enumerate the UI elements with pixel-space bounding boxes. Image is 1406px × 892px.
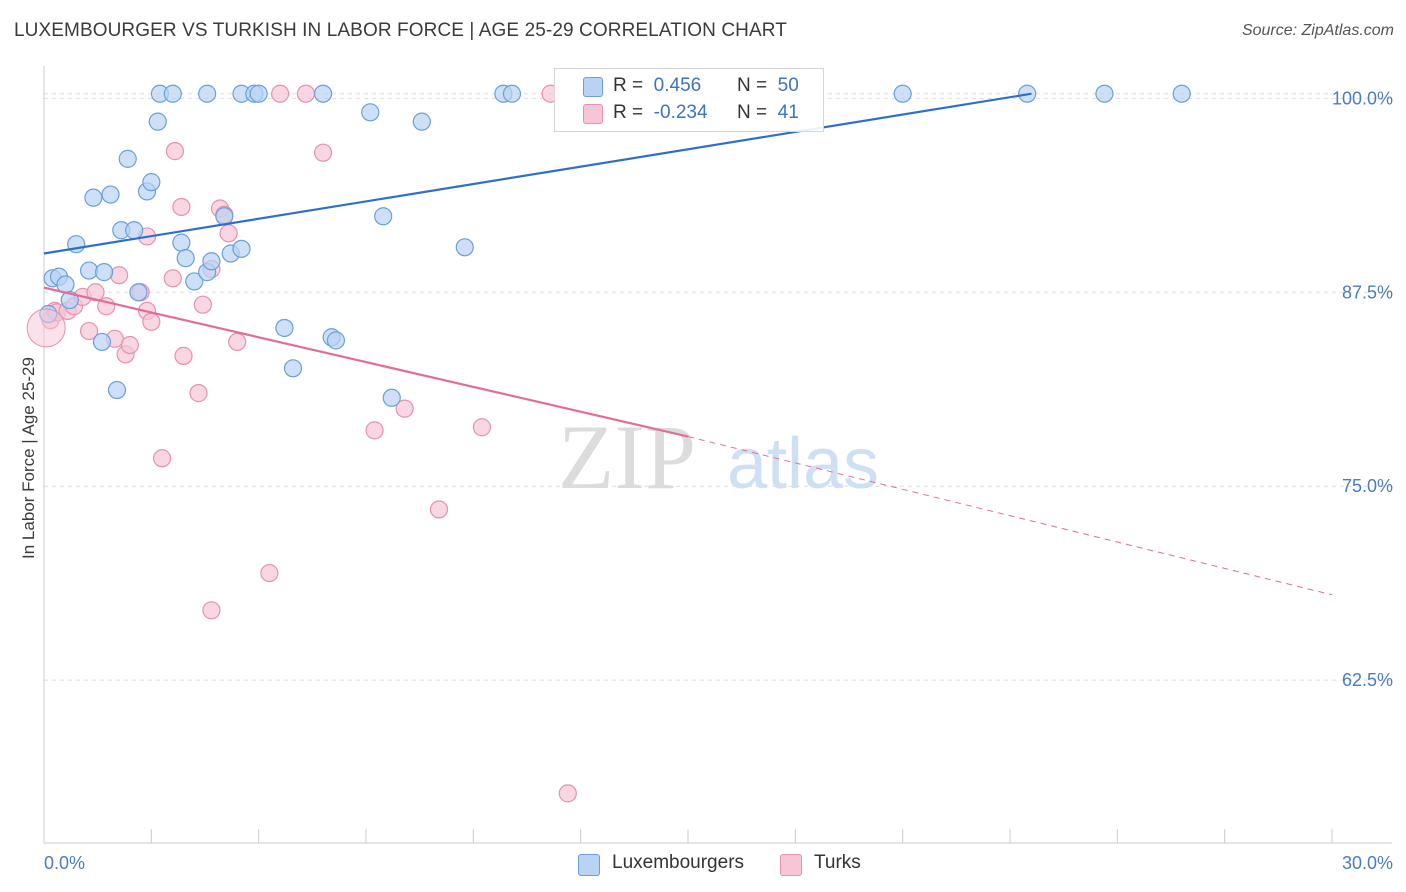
luxembourger-point xyxy=(79,261,99,280)
y-tick-label: 75.0% xyxy=(1342,476,1393,496)
legend-n-label: N = xyxy=(736,102,768,123)
luxembourger-point xyxy=(84,188,103,207)
turk-point xyxy=(202,601,221,620)
luxembourger-point xyxy=(283,359,303,378)
luxembourger-point xyxy=(163,84,182,103)
luxembourger-trendline xyxy=(43,92,1032,255)
luxembourger-point xyxy=(893,84,912,103)
x-tick-label: 0.0% xyxy=(44,853,85,873)
watermark-zip: ZIP xyxy=(558,406,696,508)
luxembourger-point xyxy=(198,84,217,103)
turk-point xyxy=(86,283,105,302)
turk-point xyxy=(472,418,492,437)
luxembourger-point xyxy=(275,318,294,338)
legend-swatch-turks xyxy=(780,854,802,876)
turk-point xyxy=(172,197,191,217)
turk-point xyxy=(429,500,449,519)
legend-r-value: 0.456 xyxy=(653,75,702,96)
turk-point xyxy=(142,312,161,331)
turk-point xyxy=(174,346,193,365)
turk-point xyxy=(110,266,129,285)
y-tick-label: 62.5% xyxy=(1342,670,1393,690)
source-label: Source: ZipAtlas.com xyxy=(1241,22,1394,39)
luxembourger-point xyxy=(118,149,137,168)
luxembourger-point xyxy=(313,84,333,103)
luxembourger-point xyxy=(249,84,268,103)
legend-n-value: 41 xyxy=(777,102,799,123)
turk-point xyxy=(79,321,99,341)
legend-r-value: -0.234 xyxy=(653,102,708,123)
turk-point xyxy=(152,449,172,468)
turk-point xyxy=(365,421,384,440)
luxembourger-point xyxy=(232,239,251,258)
luxembourger-point xyxy=(107,380,127,400)
luxembourger-point xyxy=(326,331,346,350)
correlation-legend: R = 0.456 N = 50 R = -0.234 N = 41 xyxy=(554,68,824,132)
luxembourger-point xyxy=(1095,84,1114,103)
luxembourger-point xyxy=(502,84,522,103)
chart-title: LUXEMBOURGER VS TURKISH IN LABOR FORCE |… xyxy=(14,20,787,41)
luxembourger-point xyxy=(202,252,221,271)
turk-point xyxy=(260,563,279,583)
turk-trendline-extension xyxy=(687,436,1333,596)
luxembourger-point xyxy=(129,283,148,302)
legend-swatch-pink xyxy=(583,104,603,124)
turk-point xyxy=(219,224,238,243)
turk-point xyxy=(165,142,185,161)
legend-swatch-luxembourgers xyxy=(578,854,600,876)
turk-point xyxy=(228,332,247,352)
luxembourger-point xyxy=(148,112,167,131)
luxembourger-point xyxy=(125,221,144,240)
turk-point xyxy=(163,269,182,288)
luxembourger-point xyxy=(142,173,161,192)
luxembourger-point xyxy=(101,185,120,204)
turk-point xyxy=(558,784,577,803)
luxembourger-point xyxy=(215,207,234,226)
watermark-atlas: atlas xyxy=(727,424,879,504)
luxembourger-point xyxy=(60,290,79,310)
turk-point-cluster xyxy=(26,308,66,348)
legend-r-label: R = xyxy=(613,75,644,96)
luxembourger-point xyxy=(455,238,474,257)
legend-label-luxembourgers: Luxembourgers xyxy=(612,852,745,873)
series-legend: Luxembourgers Turks xyxy=(0,852,1406,878)
turk-point xyxy=(296,84,315,103)
x-tick-label: 30.0% xyxy=(1342,853,1393,873)
y-tick-label: 87.5% xyxy=(1342,282,1393,302)
y-axis-label: In Labor Force | Age 25-29 xyxy=(19,357,38,559)
legend-swatch-blue xyxy=(583,77,603,97)
luxembourger-point xyxy=(1172,84,1191,103)
turk-point xyxy=(189,384,208,403)
luxembourger-point xyxy=(176,249,195,268)
luxembourger-point xyxy=(172,233,191,252)
legend-n-value: 50 xyxy=(777,75,799,96)
luxembourger-point xyxy=(95,263,114,282)
turk-point xyxy=(395,399,414,418)
luxembourger-point xyxy=(185,272,204,291)
luxembourger-point xyxy=(92,332,112,352)
legend-label-turks: Turks xyxy=(814,852,861,873)
luxembourger-point xyxy=(374,207,393,226)
legend-n-label: N = xyxy=(736,75,768,96)
turk-point xyxy=(271,84,290,103)
turk-point xyxy=(313,143,333,162)
luxembourger-point xyxy=(361,103,380,122)
luxembourger-point xyxy=(412,112,431,131)
luxembourger-point xyxy=(382,388,401,407)
turk-trendline xyxy=(43,286,689,438)
turk-point xyxy=(120,335,139,355)
turk-point xyxy=(193,295,212,314)
y-tick-label: 100.0% xyxy=(1332,88,1393,108)
legend-r-label: R = xyxy=(613,102,644,123)
